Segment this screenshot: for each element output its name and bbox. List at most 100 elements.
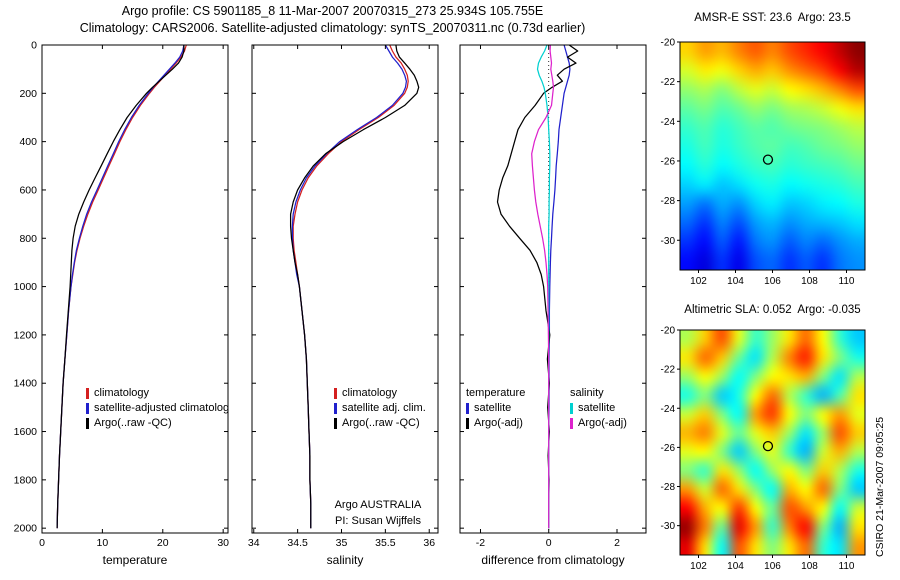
latitude-tick-label: -26 [661,443,676,454]
sst-map-argo-position-marker [762,154,774,165]
x-tick-label: 34.5 [287,537,308,549]
sla-map-panel: Altimetric SLA: 0.052 Argo: -0.035 102 10… [655,296,890,580]
figure-title-line1: Argo profile: CS 5901185_8 11-Mar-2007 2… [121,4,544,18]
latitude-tick-label: -26 [661,156,676,167]
x-tick-label: 36 [423,537,435,549]
latitude-tick-label: -22 [661,365,676,376]
temperature-panel-legend: climatology satellite-adjusted climatolo… [86,386,228,431]
legend-label: satellite [474,402,512,414]
temperature-profile-panel: 0 10 20 30 0 200 400 600 800 1000 1200 1400 1600 1800… [0,38,238,580]
longitude-tick-label: 110 [839,561,855,572]
temperature-panel-series-climatology [56,44,187,529]
x-tick-label: 30 [217,537,229,549]
sla-map-frame [679,329,866,556]
salinity-panel-legend: climatology satellite adj. clim. Argo(..… [334,386,438,431]
longitude-tick-label: 108 [801,561,818,572]
sla-map-argo-position-marker [762,440,774,452]
x-tick-label: 34 [248,537,260,549]
x-tick-label: 20 [157,537,169,549]
legend-header: temperature [466,387,526,399]
figure-header: Argo profile: CS 5901185_8 11-Mar-2007 2… [0,3,665,37]
salinity-panel-axes-box [251,44,439,534]
argo-line-swatch [334,418,337,429]
longitude-tick-label: 106 [764,276,781,287]
x-tick-label: 0 [546,537,552,549]
latitude-tick-label: -24 [661,404,676,415]
sla-map-overlay: 102 104 106 108 110 -20 -22 -24 -26 -28 -30 [661,326,866,572]
sal-argo-line-swatch [570,418,573,429]
x-tick-label: 10 [97,537,109,549]
difference-panel-series-temperature-satellite [548,44,571,529]
salinity-panel-plot: 34 34.5 35 35.5 36 salinity [248,44,439,567]
y-tick-label: 1400 [14,378,38,390]
figure-title-line2: Climatology: CARS2006. Satellite-adjuste… [79,21,586,35]
sst-map-frame [679,41,866,271]
legend-item: climatology [86,386,228,401]
satellite-clim-line-swatch [334,403,337,414]
longitude-tick-label: 106 [764,561,781,572]
y-tick-label: 600 [19,184,37,196]
salinity-panel-x-axis-label: salinity [327,553,364,567]
y-tick-label: 400 [19,136,37,148]
longitude-tick-label: 104 [727,276,744,287]
legend-label: Argo(..raw -QC) [342,417,420,429]
longitude-tick-label: 110 [839,276,855,287]
difference-panel-x-axis-label: difference from climatology [481,553,624,567]
legend-item: Argo(..raw -QC) [334,416,438,431]
temperature-panel-axes-box [41,44,229,534]
difference-profile-panel: -2 0 2 difference from climatology [446,38,660,580]
sla-heatmap-canvas [680,330,865,555]
sst-map-overlay: 102 104 106 108 110 -20 -22 -24 -26 -28 -30 [661,38,866,287]
sst-heatmap-canvas [680,42,865,270]
x-tick-label: 2 [614,537,620,549]
legend-label: climatology [342,387,398,399]
legend-item: satellite [570,401,660,416]
latitude-tick-label: -20 [661,326,676,337]
longitude-tick-label: 102 [690,561,707,572]
x-tick-label: -2 [476,537,485,549]
latitude-tick-label: -28 [661,196,676,207]
argo-program-note: Argo AUSTRALIA PI: Susan Wijffels [288,497,468,529]
legend-label: satellite-adjusted climatology [94,402,228,414]
argo-pi-line: PI: Susan Wijffels [335,515,421,527]
difference-panel-series-temperature-argo [496,44,579,529]
climatology-line-swatch [86,388,89,399]
x-tick-label: 35.5 [375,537,396,549]
sst-map-title: AMSR-E SST: 23.6 Argo: 23.5 [694,12,851,24]
longitude-tick-label: 104 [727,561,744,572]
argo-program-line: Argo AUSTRALIA [334,499,422,511]
temperature-panel-x-axis-label: temperature [103,553,168,567]
y-tick-label: 1800 [14,474,38,486]
legend-item: Argo(..raw -QC) [86,416,228,431]
x-tick-label: 35 [336,537,348,549]
satellite-clim-line-swatch [86,403,89,414]
legend-header: salinity [570,387,604,399]
legend-item: satellite [466,401,568,416]
latitude-tick-label: -30 [661,236,676,247]
legend-label: Argo(..raw -QC) [94,417,172,429]
argo-line-swatch [86,418,89,429]
sal-satellite-line-swatch [570,403,573,414]
y-tick-label: 0 [31,40,37,52]
salinity-profile-panel: 34 34.5 35 35.5 36 salinity [238,38,446,580]
y-tick-label: 1200 [14,329,38,341]
sla-map-title: Altimetric SLA: 0.052 Argo: -0.035 [684,304,861,316]
x-tick-label: 0 [39,537,45,549]
y-tick-label: 800 [19,233,37,245]
difference-panel-axes-box [459,44,647,534]
difference-panel-salinity-legend: salinity satellite Argo(-adj) [570,386,660,431]
temperature-panel-series-satellite-adjusted-climatology [56,44,185,529]
y-tick-label: 1600 [14,426,38,438]
legend-item: Argo(-adj) [570,416,660,431]
latitude-tick-label: -24 [661,117,676,128]
latitude-tick-label: -22 [661,77,676,88]
y-tick-label: 200 [19,88,37,100]
y-tick-label: 1000 [14,281,38,293]
difference-panel-series-salinity-argo [531,44,555,529]
legend-item: climatology [334,386,438,401]
latitude-tick-label: -28 [661,482,676,493]
legend-item: satellite-adjusted climatology [86,401,228,416]
temperature-panel-series-argo-raw [56,45,185,529]
y-tick-label: 2000 [14,523,38,535]
legend-item: Argo(-adj) [466,416,568,431]
